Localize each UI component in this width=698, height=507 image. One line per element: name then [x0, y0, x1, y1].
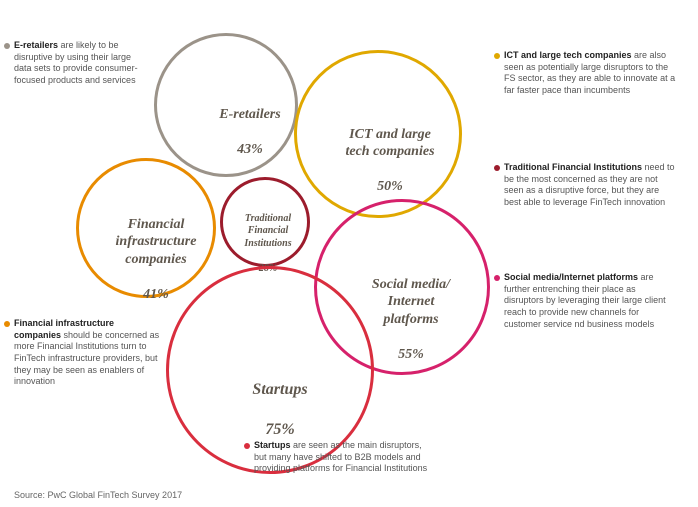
annotation-tfi-bold: Traditional Financial Institutions — [504, 162, 642, 172]
label-ict: ICT and large tech companies 50% — [320, 108, 460, 213]
annotation-startups: Startups are seen as the main disruptors… — [254, 440, 436, 475]
annotation-eretailers: E-retailers are likely to be disruptive … — [14, 40, 144, 87]
label-social-name: Social media/ Internet platforms — [372, 277, 450, 327]
annotation-tfi-text: Traditional Financial Institutions need … — [504, 162, 676, 209]
label-ict-name: ICT and large tech companies — [345, 127, 434, 160]
annotation-social-text: Social media/Internet platforms are furt… — [504, 272, 676, 330]
bullet-eretailers — [4, 43, 10, 49]
label-eretailers-name: E-retailers — [219, 107, 280, 122]
label-startups-name: Startups — [252, 381, 307, 398]
bullet-tfi — [494, 165, 500, 171]
annotation-ict-bold: ICT and large tech companies — [504, 50, 632, 60]
annotation-eretailers-text: E-retailers are likely to be disruptive … — [14, 40, 144, 87]
annotation-eretailers-bold: E-retailers — [14, 40, 58, 50]
label-tfi-name: Traditional Financial Institutions — [244, 213, 291, 249]
annotation-ict-text: ICT and large tech companies are also se… — [504, 50, 676, 97]
label-ict-pct: 50% — [320, 178, 460, 196]
bullet-startups — [244, 443, 250, 449]
label-eretailers-pct: 43% — [190, 141, 310, 159]
label-startups-pct: 75% — [220, 420, 340, 440]
bullet-fininfra — [4, 321, 10, 327]
annotation-social-bold: Social media/Internet platforms — [504, 272, 638, 282]
source-text: Source: PwC Global FinTech Survey 2017 — [14, 490, 182, 500]
annotation-ict: ICT and large tech companies are also se… — [504, 50, 676, 97]
bullet-social — [494, 275, 500, 281]
annotation-tfi: Traditional Financial Institutions need … — [504, 162, 676, 209]
annotation-fininfra: Financial infrastructure companies shoul… — [14, 318, 162, 388]
bullet-ict — [494, 53, 500, 59]
annotation-startups-bold: Startups — [254, 440, 291, 450]
annotation-fininfra-text: Financial infrastructure companies shoul… — [14, 318, 162, 388]
diagram-canvas: E-retailers 43% ICT and large tech compa… — [0, 0, 698, 507]
label-fininfra-name: Financial infrastructure companies — [116, 217, 197, 267]
label-eretailers: E-retailers 43% — [190, 88, 310, 176]
annotation-startups-text: Startups are seen as the main disruptors… — [254, 440, 436, 475]
annotation-social: Social media/Internet platforms are furt… — [504, 272, 676, 330]
